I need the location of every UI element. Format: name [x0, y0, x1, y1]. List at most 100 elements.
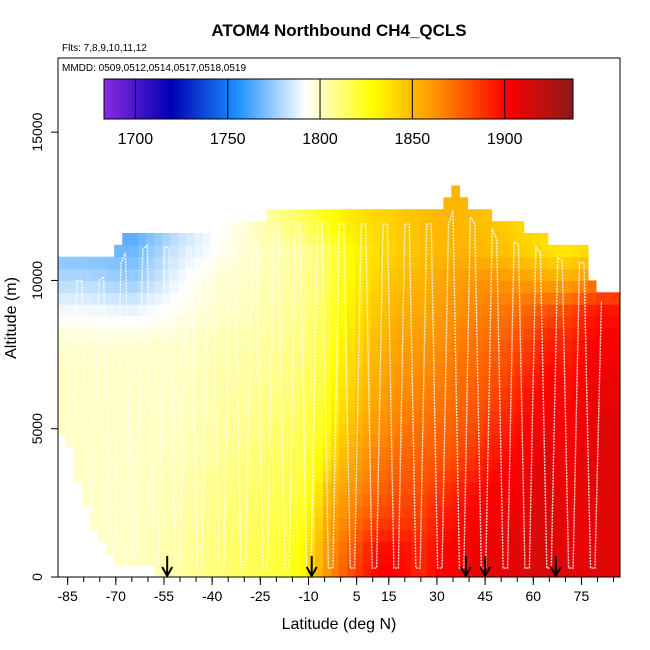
heatmap-cell — [226, 422, 236, 436]
heatmap-cell — [234, 304, 244, 317]
heatmap-cell — [170, 316, 180, 329]
heatmap-cell — [186, 446, 196, 459]
heatmap-cell — [443, 410, 452, 424]
heatmap-cell — [435, 327, 444, 341]
profile-arrows — [161, 556, 562, 579]
heatmap-cell — [587, 541, 597, 554]
heatmap-cell — [138, 304, 147, 317]
heatmap-cell — [226, 363, 236, 376]
heatmap-cell — [531, 256, 541, 270]
heatmap-cell — [122, 446, 131, 459]
heatmap-cell — [178, 529, 188, 543]
heatmap-cell — [555, 446, 565, 459]
heatmap-cell — [82, 351, 91, 365]
heatmap-cell — [154, 493, 163, 507]
heatmap-cell — [258, 375, 268, 388]
heatmap-cell — [282, 256, 292, 270]
heatmap-cell — [266, 363, 276, 376]
heatmap-cell — [178, 375, 188, 388]
heatmap-cell — [427, 446, 436, 459]
heatmap-cell — [563, 280, 573, 293]
heatmap-cell — [210, 434, 220, 448]
heatmap-cell — [603, 446, 613, 459]
heatmap-cell — [82, 375, 91, 388]
heatmap-cell — [571, 327, 581, 341]
heatmap-cell — [347, 553, 356, 566]
heatmap-cell — [435, 470, 444, 483]
heatmap-cell — [571, 244, 581, 258]
heatmap-cell — [363, 256, 372, 270]
heatmap-cell — [499, 493, 509, 507]
heatmap-cell — [411, 221, 420, 234]
heatmap-cell — [371, 339, 380, 353]
heatmap-cell — [523, 280, 533, 293]
heatmap-cell — [595, 517, 605, 531]
heatmap-cell — [411, 268, 420, 282]
heatmap-cell — [154, 316, 163, 329]
heatmap-cell — [387, 268, 396, 282]
heatmap-cell — [306, 209, 316, 222]
heatmap-cell — [330, 553, 340, 566]
heatmap-cell — [459, 292, 469, 305]
heatmap-cell — [347, 280, 356, 293]
heatmap-cell — [154, 410, 163, 424]
heatmap-cell — [90, 304, 99, 317]
heatmap-cell — [411, 256, 420, 270]
heatmap-cell — [587, 280, 597, 293]
heatmap-cell — [419, 553, 428, 566]
heatmap-cell — [523, 541, 533, 554]
heatmap-cell — [290, 446, 300, 459]
heatmap-cell — [555, 529, 565, 543]
heatmap-cell — [459, 446, 469, 459]
heatmap-cell — [339, 292, 348, 305]
heatmap-cell — [130, 351, 139, 365]
heatmap-cell — [571, 316, 581, 329]
heatmap-cell — [435, 280, 444, 293]
heatmap-cell — [274, 304, 284, 317]
heatmap-cell — [603, 493, 613, 507]
heatmap-cell — [66, 422, 75, 436]
heatmap-cell — [395, 529, 404, 543]
heatmap-cell — [339, 553, 348, 566]
heatmap-cell — [435, 304, 444, 317]
heatmap-cell — [467, 434, 477, 448]
heatmap-cell — [387, 541, 396, 554]
heatmap-cell — [154, 339, 163, 353]
heatmap-cell — [467, 256, 477, 270]
heatmap-cell — [475, 422, 485, 436]
heatmap-cell — [178, 399, 188, 412]
heatmap-cell — [306, 304, 316, 317]
heatmap-cell — [467, 482, 477, 495]
heatmap-cell — [491, 529, 501, 543]
heatmap-cell — [170, 565, 180, 577]
heatmap-cell — [290, 399, 300, 412]
heatmap-cell — [266, 209, 276, 222]
heatmap-cell — [138, 446, 147, 459]
heatmap-cell — [339, 482, 348, 495]
y-tick-label: 5000 — [29, 413, 45, 444]
heatmap-cell — [322, 232, 332, 246]
heatmap-cell — [90, 375, 99, 388]
heatmap-cell — [563, 422, 573, 436]
heatmap-cell — [298, 292, 308, 305]
heatmap-cell — [290, 292, 300, 305]
heatmap-cell — [58, 339, 67, 353]
heatmap-cell — [106, 375, 115, 388]
heatmap-cell — [114, 458, 123, 471]
heatmap-cell — [322, 458, 332, 471]
heatmap-cell — [411, 446, 420, 459]
heatmap-cell — [515, 351, 525, 365]
heatmap-cell — [475, 292, 485, 305]
heatmap-cell — [218, 304, 228, 317]
heatmap-cell — [258, 363, 268, 376]
heatmap-cell — [483, 304, 493, 317]
heatmap-cell — [579, 268, 589, 282]
heatmap-cell — [547, 410, 557, 424]
heatmap-cell — [403, 470, 412, 483]
heatmap-cell — [475, 387, 485, 400]
heatmap-cell — [571, 351, 581, 365]
heatmap-cell — [403, 410, 412, 424]
heatmap-cell — [90, 470, 99, 483]
heatmap-cell — [459, 316, 469, 329]
heatmap-cell — [411, 316, 420, 329]
